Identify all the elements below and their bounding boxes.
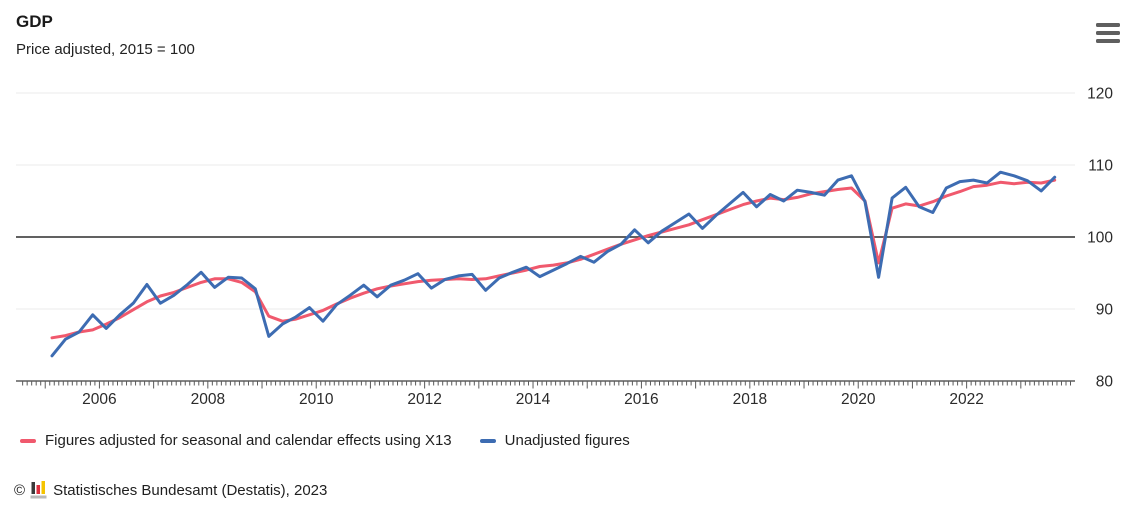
x-axis-tick-label: 2016 <box>624 391 658 408</box>
unadjusted-series-dash-icon <box>479 438 496 443</box>
destatis-bar-chart-logo-icon <box>30 481 47 499</box>
x-axis-tick-label: 2010 <box>299 391 334 408</box>
legend-item-adjusted[interactable]: Figures adjusted for seasonal and calend… <box>20 432 452 449</box>
hamburger-icon <box>1096 39 1120 43</box>
x-axis-tick-label: 2020 <box>841 391 876 408</box>
x-axis-tick-label: 2006 <box>82 391 116 408</box>
y-axis-tick-label: 80 <box>1096 374 1114 391</box>
x-axis-tick-label: 2008 <box>191 391 225 408</box>
y-axis-tick-label: 120 <box>1087 86 1113 103</box>
source-text: Statistisches Bundesamt (Destatis), 2023 <box>53 481 328 499</box>
legend-label-unadjusted: Unadjusted figures <box>504 432 630 449</box>
hamburger-menu-button[interactable] <box>1096 23 1122 43</box>
y-axis-tick-label: 110 <box>1088 158 1113 175</box>
page-title: GDP <box>16 12 53 31</box>
legend-label-adjusted: Figures adjusted for seasonal and calend… <box>45 432 452 449</box>
adjusted-series-dash-icon <box>20 438 36 443</box>
page-subtitle: Price adjusted, 2015 = 100 <box>16 41 195 58</box>
source-attribution: © Statistisches Bundesamt (Destatis), 20… <box>14 481 327 499</box>
y-axis-tick-label: 100 <box>1087 230 1113 247</box>
x-axis-tick-label: 2012 <box>407 391 441 408</box>
legend-item-unadjusted[interactable]: Unadjusted figures <box>479 432 630 449</box>
x-axis-tick-label: 2014 <box>516 391 551 408</box>
copyright-symbol: © <box>14 481 26 499</box>
adjusted-series-line <box>50 178 1057 340</box>
hamburger-icon <box>1096 31 1120 35</box>
hamburger-icon <box>1096 23 1120 27</box>
unadjusted-series-line <box>50 170 1057 358</box>
x-axis-tick-label: 2018 <box>733 391 767 408</box>
chart-legend: Figures adjusted for seasonal and calend… <box>20 432 630 449</box>
y-axis-tick-label: 90 <box>1096 302 1114 319</box>
x-axis-tick-label: 2022 <box>949 391 983 408</box>
